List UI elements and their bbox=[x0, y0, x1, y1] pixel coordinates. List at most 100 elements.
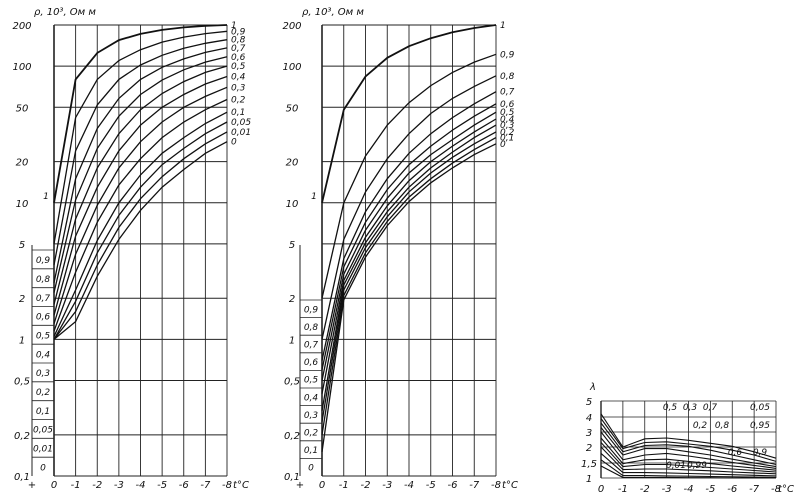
series-line bbox=[321, 75, 497, 340]
y-tick-label: 3 bbox=[586, 428, 592, 439]
curve-annotation: 1 bbox=[311, 192, 317, 202]
series-label: 0,2 bbox=[231, 95, 246, 105]
series-label: 0,7 bbox=[231, 44, 246, 54]
left-scale-label: 0,9 bbox=[36, 256, 51, 266]
x-axis-label: t°C bbox=[502, 480, 518, 491]
left-scale-label: 0,8 bbox=[36, 275, 51, 285]
y-tick-label: 10 bbox=[16, 199, 29, 210]
series-label: 0,1 bbox=[231, 108, 245, 118]
left-scale-label: 0,5 bbox=[36, 332, 51, 342]
series-line bbox=[53, 47, 228, 283]
series-label: 0,9 bbox=[500, 50, 515, 60]
y-tick-label: 1 bbox=[19, 335, 25, 346]
series-label: 0,6 bbox=[231, 53, 246, 63]
left-scale-label: 0,3 bbox=[36, 369, 51, 379]
series-label: 0,6 bbox=[500, 100, 515, 110]
x-tick-label: + bbox=[28, 480, 36, 491]
series-label: 1 bbox=[500, 21, 506, 31]
y-tick-label: 5 bbox=[289, 240, 295, 251]
series-line bbox=[53, 39, 228, 266]
x-tick-label: -2 bbox=[640, 484, 650, 495]
series-line bbox=[53, 98, 228, 332]
curve-annotation: 1 bbox=[43, 192, 49, 202]
series-line bbox=[600, 422, 777, 466]
y-tick-label: 0,5 bbox=[284, 377, 300, 388]
left-scale-label: 0,3 bbox=[304, 411, 319, 421]
x-tick-label: 0 bbox=[319, 480, 325, 491]
series-line bbox=[53, 121, 228, 340]
y-tick-label: 1 bbox=[586, 474, 592, 485]
left-scale-label: 0 bbox=[308, 464, 314, 474]
x-tick-label: 0 bbox=[51, 480, 57, 491]
series-line bbox=[321, 131, 497, 422]
x-tick-label: -4 bbox=[136, 480, 146, 491]
x-tick-label: -7 bbox=[469, 480, 480, 491]
series-label: 0,01 bbox=[231, 128, 251, 138]
series-line bbox=[600, 442, 777, 473]
series-label: 0,2 bbox=[500, 128, 515, 138]
series-line bbox=[53, 75, 228, 316]
series-line bbox=[321, 91, 497, 361]
series-label: 0,5 bbox=[231, 62, 246, 72]
series-label: 0,2 bbox=[693, 421, 708, 431]
x-tick-label: -7 bbox=[200, 480, 211, 491]
x-tick-label: -1 bbox=[339, 480, 349, 491]
series-label: 0,99 bbox=[687, 461, 707, 471]
x-tick-label: -3 bbox=[382, 480, 392, 491]
series-label: 0,1 bbox=[500, 134, 514, 144]
left-scale-label: 0,7 bbox=[304, 341, 319, 351]
series-line bbox=[600, 446, 777, 475]
y-axis-label: λ bbox=[589, 382, 596, 393]
series-label: 0,9 bbox=[231, 27, 246, 37]
y-tick-label: 20 bbox=[16, 158, 29, 169]
x-tick-label: -3 bbox=[662, 484, 672, 495]
series-line bbox=[53, 56, 228, 293]
series-line bbox=[53, 141, 228, 340]
series-line bbox=[600, 452, 777, 477]
x-axis-label: t°C bbox=[233, 480, 249, 491]
left-scale-label: 0,6 bbox=[304, 358, 319, 368]
series-line bbox=[321, 143, 497, 452]
series-line bbox=[600, 431, 777, 469]
series-label: 0,3 bbox=[231, 83, 246, 93]
series-label: 0,3 bbox=[500, 121, 515, 131]
series-line bbox=[53, 24, 228, 203]
y-tick-label: 1,5 bbox=[581, 459, 597, 470]
y-tick-label: 2 bbox=[19, 294, 25, 305]
y-tick-label: 100 bbox=[282, 62, 301, 73]
x-tick-label: -6 bbox=[179, 480, 189, 491]
y-tick-label: 0,2 bbox=[14, 431, 30, 442]
series-line bbox=[321, 103, 497, 370]
x-tick-label: -8 bbox=[222, 480, 232, 491]
y-tick-label: 200 bbox=[282, 21, 301, 32]
y-tick-label: 200 bbox=[12, 21, 31, 32]
left-scale-label: 0,05 bbox=[33, 426, 53, 436]
chart-1: 0,10,20,51251020501002000,90,80,70,60,50… bbox=[12, 7, 251, 491]
y-tick-label: 0,1 bbox=[284, 472, 300, 483]
series-line bbox=[321, 124, 497, 411]
y-tick-label: 0,5 bbox=[14, 377, 30, 388]
series-label: 0 bbox=[231, 138, 237, 148]
left-scale-label: 0,6 bbox=[36, 313, 51, 323]
series-line bbox=[321, 53, 497, 299]
y-tick-label: 10 bbox=[286, 199, 299, 210]
left-scale-label: 0,4 bbox=[36, 350, 51, 360]
series-line bbox=[53, 111, 228, 337]
x-tick-label: -3 bbox=[114, 480, 124, 491]
left-scale-label: 0,2 bbox=[304, 429, 319, 439]
chart-3: 1 1,5 2 3 4 5 0 -1 -2 -3 -4 -5 -6 -7 -8t°C λ 0,5 0,3 0,7 0,… bbox=[581, 382, 794, 495]
left-scale-label: 0 bbox=[40, 463, 46, 473]
x-tick-label: -2 bbox=[92, 480, 102, 491]
y-axis-label: ρ, 10³, Ом м bbox=[34, 7, 96, 18]
x-axis-label: t°C bbox=[778, 484, 794, 495]
y-tick-label: 0,1 bbox=[14, 472, 30, 483]
y-tick-label: 2 bbox=[586, 443, 592, 454]
series-label: 0,05 bbox=[231, 118, 251, 128]
chart-2: 0,10,20,51251020501002000,90,80,70,60,50… bbox=[282, 7, 518, 491]
series-label: 1 bbox=[231, 21, 237, 31]
series-line bbox=[600, 459, 777, 478]
x-tick-label: -8 bbox=[771, 484, 781, 495]
x-tick-label: -4 bbox=[684, 484, 694, 495]
